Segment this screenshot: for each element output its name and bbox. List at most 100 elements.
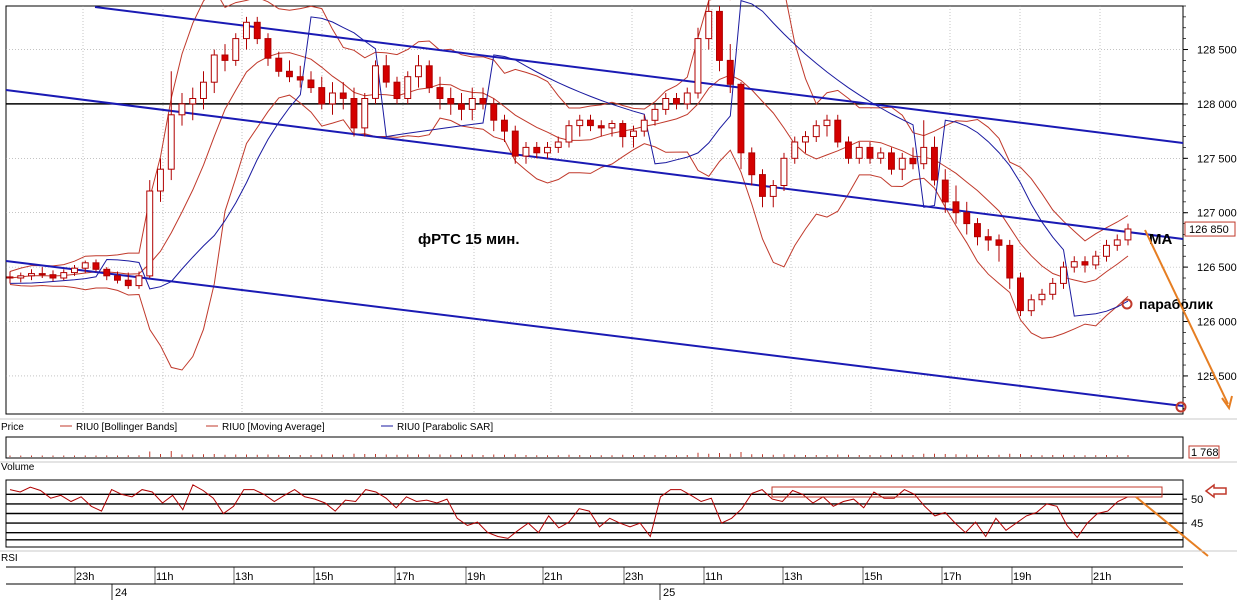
candle-body-up [769,185,777,197]
hour-label: 21h [544,571,562,583]
candle [791,136,799,164]
candle-body-up [81,262,89,269]
candle [952,185,960,224]
rsi-level-arrow-icon [1204,483,1227,499]
channel-lower-line [5,260,1184,407]
candle [458,93,465,121]
hour-label: 19h [467,571,485,583]
hour-label: 13h [235,571,253,583]
price-tick-label: 126 500 [1197,262,1237,274]
day-label: 25 [663,587,675,599]
candle [511,125,519,164]
candle-body-down [221,54,229,61]
price-panel-label: Price [1,422,24,433]
hour-label: 23h [625,571,643,583]
candle-body-up [694,38,702,94]
candle [92,259,100,272]
candle [597,120,605,137]
candle [114,271,121,284]
time-axis: 23h 11h 13h 15h 17h 19h 21h 23h 11h 13h 15h 17h 19h 2… [6,566,1183,600]
candle-body-up [372,65,379,99]
candle-body-down [1017,277,1024,312]
candle [275,51,283,77]
candle [393,76,401,104]
candle [587,114,594,132]
candle-body-up [1027,299,1035,312]
candle-body-down [597,125,605,129]
candle [823,114,831,137]
candle-body-up [329,92,336,105]
candle-body-down [350,98,358,129]
candle [501,114,508,142]
candle [135,271,143,289]
candle [60,269,68,281]
candle-body-up [200,81,207,99]
candle [382,54,390,88]
volume-ticks [9,451,1129,457]
candle [533,142,541,159]
candle [694,27,702,99]
candle [436,76,444,110]
candle-body-up [1103,244,1110,257]
candle-body-down [490,103,498,121]
candle-body-down [447,98,455,105]
rsi-panel: 50 45 RSI [0,479,1237,564]
candle-body-up [683,92,691,105]
candle [490,98,498,132]
candle-body-up [780,157,788,187]
candle [522,142,530,164]
candle [1070,256,1078,273]
candle [178,93,186,126]
candle-body-down [103,268,111,277]
volume-last-value: 1 768 [1191,447,1219,459]
candle [146,180,154,278]
candle [103,267,111,281]
candle-body-down [952,201,960,214]
candle-body-down [587,119,594,127]
candle [931,136,938,186]
candle-body-down [286,70,293,78]
candle [576,114,584,137]
price-panel-frame [5,5,1184,415]
candle [361,93,369,137]
candle [157,158,164,202]
hour-label: 13h [784,571,802,583]
candle-body-down [673,98,680,105]
candle-body-up [565,125,573,143]
candle-body-up [812,125,820,138]
candle [1027,294,1035,317]
candle-body-down [38,273,46,276]
price-tick-label: 126 000 [1197,317,1237,329]
candle [673,93,680,110]
day-label: 24 [115,587,127,599]
candle-body-down [501,119,508,132]
candle-body-up [71,267,78,274]
price-tick-label: 128 500 [1197,45,1237,57]
ma-annotation: MA [1149,231,1172,248]
candles [6,0,1132,317]
candle-body-up [189,98,197,105]
last-price-box [1184,221,1236,237]
candle-body-up [662,98,670,110]
candle-body-up [651,108,659,121]
candle [866,142,874,164]
candle [995,234,1003,262]
volume-panel-frame [5,436,1184,459]
candle-body-down [264,38,272,59]
candle-body-up [404,76,412,99]
price-axis: 128 500 128 000 127 500 127 000 126 500 126 0… [1183,5,1237,409]
candle-body-up [415,65,422,78]
candle [318,76,326,110]
candle-body-down [92,262,100,270]
last-price-label: 126 850 [1189,224,1229,236]
price-forecast-arrowhead-icon [1221,395,1233,411]
candle [651,103,659,126]
candle [737,82,745,170]
hour-label: 19h [1013,571,1031,583]
candle-body-down [963,212,971,225]
candle [780,152,788,191]
candle-body-up [522,146,530,157]
candle [200,71,207,110]
candle [425,60,433,94]
